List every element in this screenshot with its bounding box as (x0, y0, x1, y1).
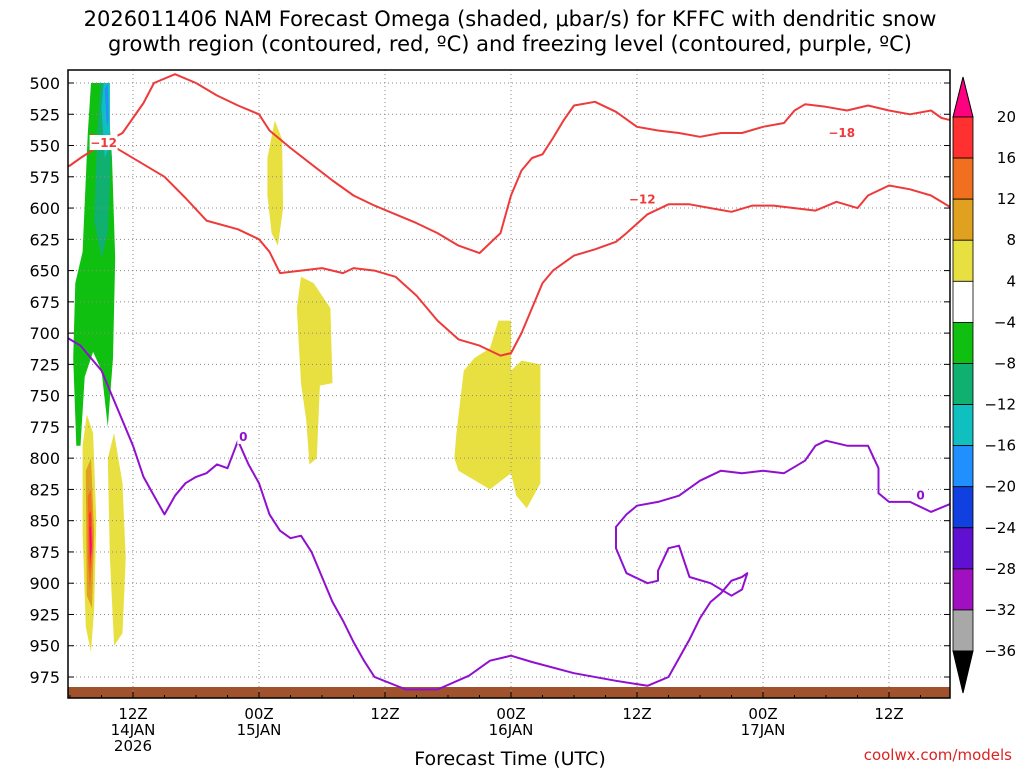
colorbar-label-12: −32 (984, 601, 1016, 619)
contour-label-bg-2 (628, 191, 657, 207)
x-tick-label-42-1: 16JAN (489, 721, 534, 739)
omega-region-11 (296, 276, 333, 465)
colorbar-segment-7 (952, 363, 974, 405)
y-tick-label-925: 925 (29, 605, 60, 624)
contour-lines (68, 73, 950, 691)
colorbar-label-8: −16 (984, 437, 1016, 455)
y-tick-label-975: 975 (29, 668, 60, 687)
y-tick-label-700: 700 (29, 324, 60, 343)
y-tick-label-625: 625 (29, 230, 60, 249)
omega-region-3 (104, 83, 109, 127)
y-tick-label-500: 500 (29, 74, 60, 93)
omega-region-12 (454, 320, 541, 509)
y-tick-label-750: 750 (29, 387, 60, 406)
y-tick-label-900: 900 (29, 574, 60, 593)
dgz_top-contour (68, 73, 950, 255)
colorbar-label-5: −4 (994, 313, 1016, 331)
y-tick-label-600: 600 (29, 199, 60, 218)
contour-label-bg-4 (914, 487, 927, 503)
contour-label-1: −18 (828, 126, 855, 140)
y-tick-label-850: 850 (29, 512, 60, 531)
colorbar-segment-4 (952, 239, 974, 282)
freezing_level-contour (68, 336, 950, 691)
y-tick-label-825: 825 (29, 480, 60, 499)
contour-label-bg-3 (237, 428, 250, 444)
x-tick-label-30-0: 12Z (370, 705, 399, 723)
colorbar-segment-8 (952, 404, 974, 447)
contour-label-0: −12 (90, 136, 117, 150)
colorbar-segment-5 (952, 280, 974, 323)
y-tick-label-650: 650 (29, 262, 60, 281)
contour-label-2: −12 (629, 192, 656, 206)
contour-label-4: 0 (916, 489, 924, 503)
x-tick-label-42-0: 00Z (496, 705, 525, 723)
chart-title-line-1: 2026011406 NAM Forecast Omega (shaded, μ… (84, 7, 937, 31)
contour-label-bg-1 (827, 125, 856, 141)
colorbar-label-1: 16 (997, 149, 1016, 167)
omega-region-9 (89, 526, 92, 559)
colorbar-label-2: 12 (997, 190, 1016, 208)
plot-frame (67, 69, 951, 699)
y-tick-label-575: 575 (29, 168, 60, 187)
x-tick-label-6-0: 12Z (118, 705, 147, 723)
colorbar-top-arrow (952, 76, 974, 118)
omega-shading (73, 83, 541, 652)
y-tick-label-800: 800 (29, 449, 60, 468)
colorbar-segment-3 (952, 198, 974, 241)
y-tick-label-775: 775 (29, 418, 60, 437)
x-tick-label-18-0: 00Z (244, 705, 273, 723)
contour-labels: −12 −18 −12 0 0 (89, 125, 927, 503)
colorbar-label-13: −36 (984, 642, 1016, 660)
y-tick-label-875: 875 (29, 543, 60, 562)
colorbar-label-6: −8 (994, 354, 1016, 372)
colorbar-segment-11 (952, 527, 974, 570)
colorbar-segment-12 (952, 568, 974, 611)
omega-region-5 (107, 433, 126, 646)
x-tick-label-6-2: 2026 (114, 737, 152, 755)
chart-title-line-2: growth region (contoured, red, ºC) and f… (108, 32, 912, 56)
y-axis-ticks: 500 525 550 575 600 625 650 675 700 725 750 775 800 8… (29, 74, 950, 687)
colorbar-segment-13 (952, 609, 974, 652)
colorbar-segment-1 (952, 116, 974, 159)
y-tick-label-550: 550 (29, 137, 60, 156)
colorbar-label-10: −24 (984, 519, 1016, 537)
colorbar-bottom-arrow (952, 650, 974, 694)
terrain-band (68, 687, 950, 698)
x-tick-label-54-0: 12Z (622, 705, 651, 723)
contour-label-bg-0 (89, 135, 118, 151)
colorbar-label-4: 4 (1006, 272, 1016, 290)
y-tick-label-525: 525 (29, 105, 60, 124)
x-tick-label-6-1: 14JAN (111, 721, 156, 739)
gridlines (68, 70, 950, 698)
colorbar-segment-6 (952, 321, 974, 364)
colorbar-segment-10 (952, 486, 974, 529)
credit-text: coolwx.com/models (864, 746, 1012, 764)
contour-label-3: 0 (239, 430, 247, 444)
y-tick-label-675: 675 (29, 293, 60, 312)
terrain-layer (68, 687, 950, 698)
x-axis-label: Forecast Time (UTC) (414, 748, 605, 768)
colorbar-label-9: −20 (984, 478, 1016, 496)
colorbar-label-7: −12 (984, 396, 1016, 414)
x-tick-label-18-1: 15JAN (237, 721, 282, 739)
dgz_bottom-contour (90, 133, 950, 357)
colorbar-label-0: 20 (997, 108, 1016, 126)
x-tick-label-66-1: 17JAN (741, 721, 786, 739)
colorbar-label-3: 8 (1006, 231, 1016, 249)
y-tick-label-950: 950 (29, 637, 60, 656)
omega-region-10 (267, 120, 284, 246)
y-tick-label-725: 725 (29, 355, 60, 374)
colorbar-segment-2 (952, 157, 974, 200)
colorbar-label-11: −28 (984, 560, 1016, 578)
x-tick-label-78-0: 12Z (874, 705, 903, 723)
colorbar: 20 16 12 8 4 −4 −8 −12 −16 −20 −24 −28 −32 −36 (952, 76, 1016, 694)
x-tick-label-66-0: 00Z (748, 705, 777, 723)
colorbar-segment-9 (952, 445, 974, 488)
